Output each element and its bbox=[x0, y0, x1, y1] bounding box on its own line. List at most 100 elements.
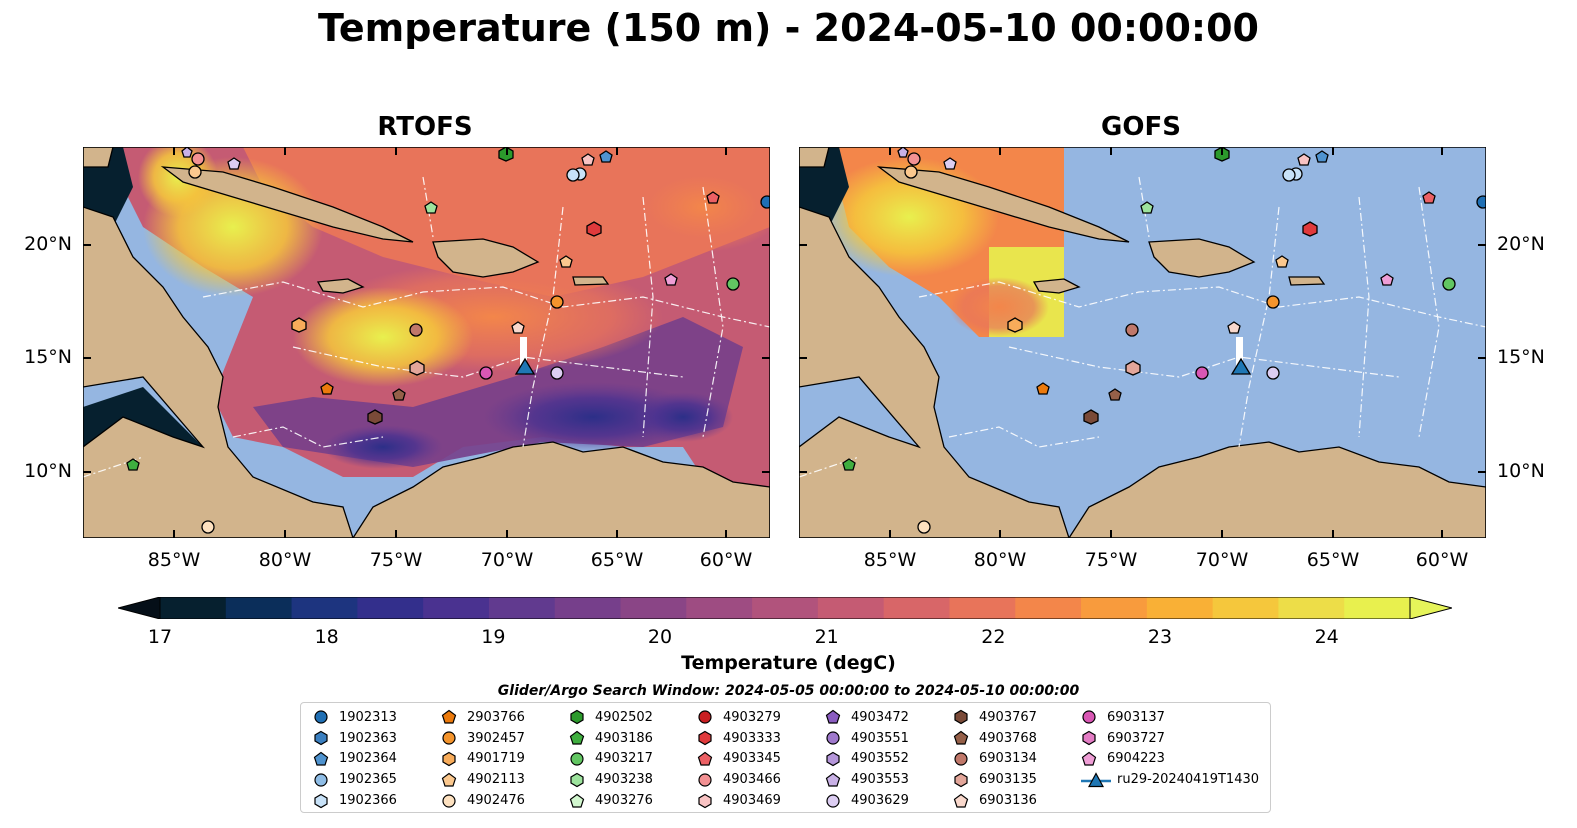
circle-marker-icon bbox=[698, 710, 712, 724]
legend-item: 4903276 bbox=[569, 790, 653, 811]
colorbar-band bbox=[357, 597, 424, 619]
pentagon-marker-icon bbox=[313, 751, 329, 766]
legend-item: 1902364 bbox=[313, 749, 397, 770]
circle-marker-icon bbox=[826, 793, 840, 808]
legend-item: 4903768 bbox=[953, 728, 1037, 749]
legend-item-label: 6903136 bbox=[979, 793, 1037, 809]
lon-tick-gofs-label: 60°W bbox=[1415, 549, 1469, 571]
colorbar-band bbox=[1344, 597, 1411, 619]
legend-item-label: 4903238 bbox=[595, 772, 653, 788]
colorbar-tick-label: 18 bbox=[314, 626, 339, 648]
legend-item-label: 4903768 bbox=[979, 730, 1037, 746]
legend-item-label: 4903217 bbox=[595, 751, 653, 767]
colorbar-over-arrow bbox=[1409, 597, 1452, 619]
legend-item-label: 1902313 bbox=[339, 709, 397, 725]
legend-item-label: ru29-20240419T1430 bbox=[1117, 772, 1260, 788]
legend-item-label: 4902113 bbox=[467, 772, 525, 788]
pentagon-marker-icon bbox=[441, 710, 457, 724]
colorbar-title: Temperature (degC) bbox=[681, 652, 896, 674]
legend-item-label: 4903629 bbox=[851, 793, 909, 809]
glider-track bbox=[1236, 337, 1243, 367]
land-florida bbox=[799, 147, 830, 168]
map-gofs bbox=[799, 147, 1486, 538]
legend-item-label: 6903135 bbox=[979, 772, 1037, 788]
legend-item-label: 1902364 bbox=[339, 751, 397, 767]
legend-column: 1902313 1902363 1902364 1902365 1902366 bbox=[313, 707, 397, 811]
legend-item: 4903472 bbox=[825, 707, 909, 728]
map-rtofs bbox=[83, 147, 770, 538]
circle-marker-icon bbox=[698, 773, 712, 787]
legend: 1902313 1902363 1902364 1902365 1902366 29037… bbox=[300, 702, 1271, 813]
land-jamaica bbox=[316, 278, 365, 294]
pentagon-marker-icon bbox=[441, 772, 457, 787]
legend-item: 1902313 bbox=[313, 707, 397, 728]
legend-item: 2903766 bbox=[441, 707, 525, 728]
land-south-america bbox=[1068, 441, 1486, 538]
legend-column: 4903472 4903551 4903552 4903553 4903629 bbox=[825, 707, 909, 811]
pentagon-marker-icon bbox=[825, 710, 841, 724]
colorbar-tick-label: 19 bbox=[481, 626, 506, 648]
panel-title-gofs: GOFS bbox=[1101, 112, 1181, 142]
legend-item: 4901719 bbox=[441, 749, 525, 770]
legend-item-label: 4903551 bbox=[851, 730, 909, 746]
colorbar-under-arrow bbox=[118, 597, 161, 619]
colorbar-tick-label: 21 bbox=[814, 626, 839, 648]
argo-markers bbox=[126, 147, 770, 534]
colorbar-band bbox=[291, 597, 358, 619]
land-cuba bbox=[876, 166, 1130, 243]
triangle-line-marker-icon bbox=[1081, 772, 1111, 787]
colorbar-tick-label: 22 bbox=[981, 626, 1006, 648]
land-central-america bbox=[799, 206, 1070, 538]
land-jamaica bbox=[1032, 278, 1081, 294]
lat-tick-right-label: 20°N bbox=[1497, 233, 1545, 255]
legend-item-label: 4903186 bbox=[595, 730, 653, 746]
legend-item-label: 4903767 bbox=[979, 709, 1037, 725]
colorbar-band bbox=[554, 597, 622, 619]
legend-item: 1902365 bbox=[313, 769, 397, 790]
colorbar-band bbox=[1146, 597, 1214, 619]
legend-item: 4902113 bbox=[441, 769, 525, 790]
legend-item-label: 4903466 bbox=[723, 772, 781, 788]
pentagon-marker-icon bbox=[953, 793, 969, 808]
legend-item: 6903727 bbox=[1081, 728, 1259, 749]
legend-item: 4903345 bbox=[697, 749, 781, 770]
legend-item: 4903279 bbox=[697, 707, 781, 728]
hexagon-marker-icon bbox=[442, 751, 456, 767]
lon-tick-gofs-label: 65°W bbox=[1306, 549, 1360, 571]
legend-item-label: 3902457 bbox=[467, 730, 525, 746]
panel-title-rtofs: RTOFS bbox=[377, 112, 473, 142]
legend-item-label: 1902363 bbox=[339, 730, 397, 746]
legend-item: 4902476 bbox=[441, 790, 525, 811]
colorbar-tick-label: 20 bbox=[647, 626, 673, 648]
pentagon-marker-icon bbox=[1081, 751, 1097, 766]
hexagon-marker-icon bbox=[698, 730, 712, 746]
lat-tick-right-label: 15°N bbox=[1497, 346, 1545, 368]
legend-item-label: 6903134 bbox=[979, 751, 1037, 767]
circle-marker-icon bbox=[570, 752, 584, 766]
colorbar-band bbox=[225, 597, 293, 619]
legend-item: 1902363 bbox=[313, 728, 397, 749]
search-window-text: Glider/Argo Search Window: 2024-05-05 00… bbox=[497, 683, 1080, 699]
legend-item: 6903137 bbox=[1081, 707, 1259, 728]
colorbar-band bbox=[160, 597, 227, 619]
figure-title: Temperature (150 m) - 2024-05-10 00:00:0… bbox=[317, 6, 1259, 50]
legend-item: 4903551 bbox=[825, 728, 909, 749]
colorbar-band bbox=[1278, 597, 1345, 619]
pentagon-marker-icon bbox=[953, 730, 969, 745]
lon-tick-gofs-label: 75°W bbox=[1084, 549, 1138, 571]
legend-item-label: 4903552 bbox=[851, 751, 909, 767]
circle-marker-icon bbox=[442, 793, 456, 808]
argo-markers bbox=[842, 147, 1486, 534]
legend-item: 4903186 bbox=[569, 728, 653, 749]
circle-marker-icon bbox=[314, 710, 328, 724]
land-puerto-rico bbox=[572, 276, 610, 286]
legend-item: ru29-20240419T1430 bbox=[1081, 769, 1259, 790]
legend-item-label: 1902365 bbox=[339, 772, 397, 788]
circle-marker-icon bbox=[954, 752, 968, 766]
colorbar-band bbox=[1081, 597, 1148, 619]
colorbar-band bbox=[1015, 597, 1082, 619]
legend-item: 4903552 bbox=[825, 749, 909, 770]
legend-column: 2903766 3902457 4901719 4902113 4902476 bbox=[441, 707, 525, 811]
legend-item: 4903238 bbox=[569, 769, 653, 790]
hexagon-marker-icon bbox=[698, 793, 712, 808]
